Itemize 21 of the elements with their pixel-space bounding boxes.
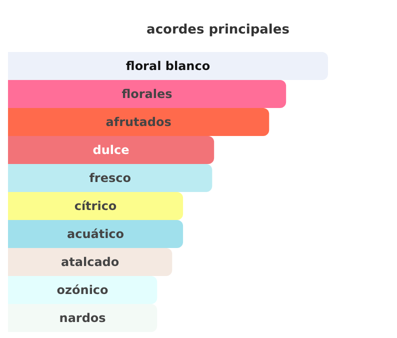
- chart-title: acordes principales: [146, 22, 290, 38]
- bar: [8, 192, 184, 220]
- bar: [8, 52, 328, 80]
- bar: [8, 80, 286, 108]
- y-tick-label: ozónico: [56, 283, 108, 297]
- bar: [8, 164, 212, 192]
- y-tick-label: atalcado: [61, 255, 120, 269]
- bar: [8, 304, 158, 332]
- y-tick-label: nardos: [59, 311, 106, 325]
- y-tick-label: floral blanco: [126, 59, 210, 73]
- bar: [8, 220, 184, 248]
- bar: [8, 248, 172, 276]
- bar: [8, 136, 214, 164]
- y-tick-label: florales: [122, 87, 172, 101]
- y-tick-label: afrutados: [106, 115, 172, 129]
- y-tick-label: fresco: [89, 171, 131, 185]
- bar: [8, 276, 158, 304]
- y-tick-label: cítrico: [74, 199, 117, 213]
- y-tick-label: acuático: [66, 227, 124, 241]
- bar: [8, 108, 270, 136]
- y-tick-label: dulce: [92, 143, 130, 157]
